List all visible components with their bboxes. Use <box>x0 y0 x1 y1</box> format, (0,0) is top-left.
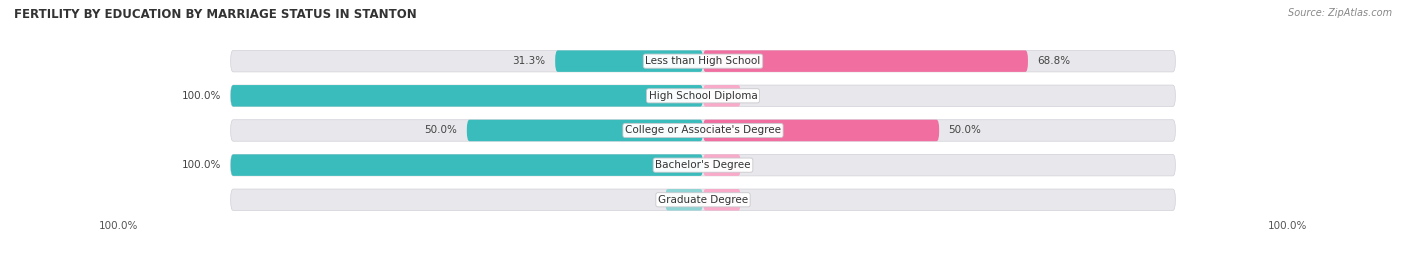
FancyBboxPatch shape <box>703 154 741 176</box>
Text: Source: ZipAtlas.com: Source: ZipAtlas.com <box>1288 8 1392 18</box>
Legend: Married, Unmarried: Married, Unmarried <box>634 266 772 269</box>
Text: 50.0%: 50.0% <box>425 125 457 136</box>
Text: 100.0%: 100.0% <box>181 91 221 101</box>
FancyBboxPatch shape <box>703 189 741 211</box>
Text: 0.0%: 0.0% <box>713 160 738 170</box>
Text: Less than High School: Less than High School <box>645 56 761 66</box>
FancyBboxPatch shape <box>231 120 1175 141</box>
FancyBboxPatch shape <box>703 120 939 141</box>
Text: 0.0%: 0.0% <box>713 91 738 101</box>
Text: Bachelor's Degree: Bachelor's Degree <box>655 160 751 170</box>
FancyBboxPatch shape <box>231 85 703 107</box>
Text: 31.3%: 31.3% <box>513 56 546 66</box>
FancyBboxPatch shape <box>665 189 703 211</box>
FancyBboxPatch shape <box>703 85 741 107</box>
Text: 0.0%: 0.0% <box>668 195 693 205</box>
FancyBboxPatch shape <box>231 50 1175 72</box>
Text: 0.0%: 0.0% <box>713 195 738 205</box>
Text: 100.0%: 100.0% <box>1268 221 1308 231</box>
FancyBboxPatch shape <box>467 120 703 141</box>
FancyBboxPatch shape <box>703 50 1028 72</box>
Text: 100.0%: 100.0% <box>181 160 221 170</box>
Text: High School Diploma: High School Diploma <box>648 91 758 101</box>
Text: FERTILITY BY EDUCATION BY MARRIAGE STATUS IN STANTON: FERTILITY BY EDUCATION BY MARRIAGE STATU… <box>14 8 416 21</box>
FancyBboxPatch shape <box>231 85 1175 107</box>
FancyBboxPatch shape <box>231 154 703 176</box>
Text: College or Associate's Degree: College or Associate's Degree <box>626 125 780 136</box>
Text: 68.8%: 68.8% <box>1038 56 1070 66</box>
Text: 100.0%: 100.0% <box>98 221 138 231</box>
Text: Graduate Degree: Graduate Degree <box>658 195 748 205</box>
FancyBboxPatch shape <box>231 154 1175 176</box>
FancyBboxPatch shape <box>555 50 703 72</box>
FancyBboxPatch shape <box>231 189 1175 211</box>
Text: 50.0%: 50.0% <box>949 125 981 136</box>
